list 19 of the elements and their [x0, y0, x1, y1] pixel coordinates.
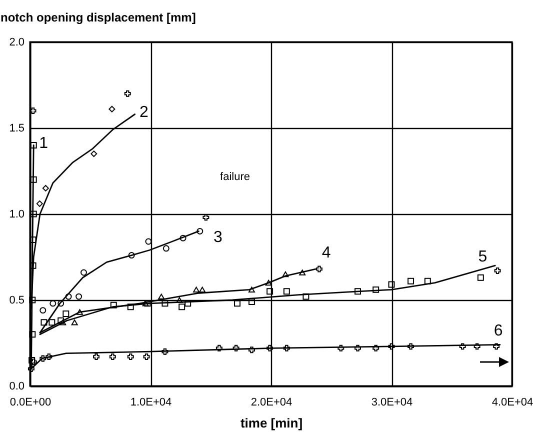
y-tick-label: 2.0 [9, 36, 24, 48]
y-tick-label: 1.0 [9, 208, 24, 220]
annotation: failure [220, 171, 250, 183]
y-tick-label: 0.5 [9, 294, 24, 306]
x-tick-label: 0.0E+00 [10, 396, 52, 408]
x-tick-label: 3.0E+04 [371, 396, 413, 408]
series-label: 1 [39, 135, 48, 152]
x-tick-label: 2.0E+04 [250, 396, 292, 408]
x-axis-title: time [min] [240, 416, 303, 430]
y-tick-label: 1.5 [9, 122, 24, 134]
y-tick-label: 0.0 [9, 380, 24, 392]
series-label: 3 [213, 229, 222, 246]
x-tick-label: 4.0E+04 [492, 396, 533, 408]
y-axis-title: notch opening displacement [mm] [0, 10, 196, 24]
series-label: 4 [322, 244, 331, 262]
series-label: 5 [478, 248, 488, 266]
series-label: 6 [494, 322, 503, 340]
x-tick-label: 1.0E+04 [130, 396, 172, 408]
series-label: 2 [139, 104, 148, 122]
